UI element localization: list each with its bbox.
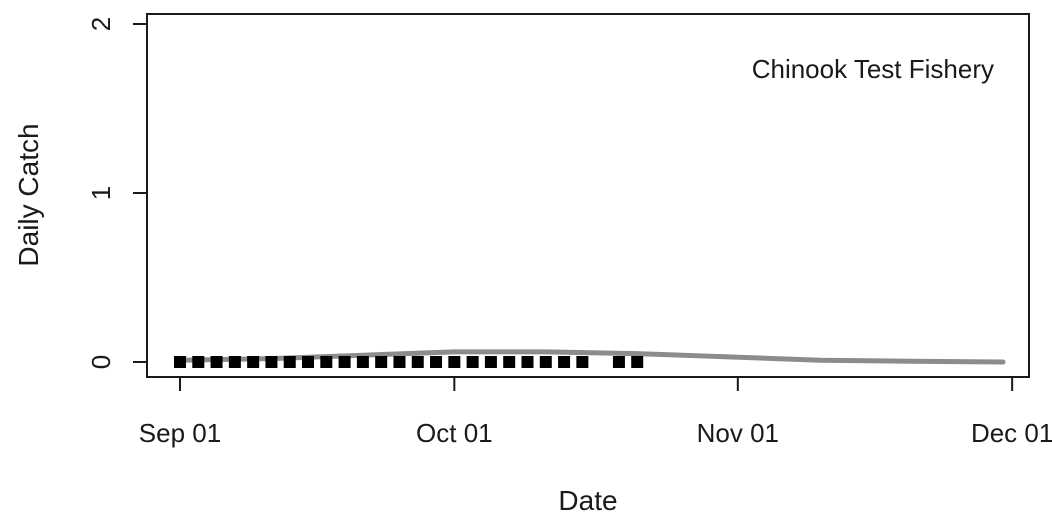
data-point <box>338 356 351 368</box>
data-point <box>265 356 278 368</box>
x-axis-title: Date <box>558 485 617 516</box>
x-tick-label: Nov 01 <box>697 418 779 448</box>
data-point <box>174 356 186 368</box>
x-tick-label: Oct 01 <box>416 418 493 448</box>
data-point <box>539 356 552 368</box>
x-tick-label: Dec 01 <box>971 418 1052 448</box>
data-point <box>631 356 644 368</box>
data-point <box>466 356 479 368</box>
point-series-layer <box>174 356 644 368</box>
data-point <box>430 356 443 368</box>
y-axis-title: Daily Catch <box>13 123 44 266</box>
data-point <box>503 356 516 368</box>
x-tick-label: Sep 01 <box>139 418 221 448</box>
y-tick-label: 0 <box>86 355 116 369</box>
data-point <box>448 356 461 368</box>
data-point <box>375 356 388 368</box>
chart-annotation: Chinook Test Fishery <box>752 54 994 84</box>
data-point <box>228 356 241 368</box>
data-point <box>210 356 223 368</box>
data-point <box>320 356 333 368</box>
data-point <box>484 356 497 368</box>
line-series-layer <box>177 349 1006 365</box>
data-point <box>192 356 205 368</box>
data-point <box>558 356 571 368</box>
y-tick-label: 1 <box>86 186 116 200</box>
data-point <box>411 356 424 368</box>
trend-line <box>177 349 1006 365</box>
data-point <box>247 356 260 368</box>
data-point <box>612 356 625 368</box>
data-point <box>521 356 534 368</box>
y-tick-label: 2 <box>86 17 116 31</box>
data-point <box>302 356 315 368</box>
data-point <box>393 356 406 368</box>
y-axis: 0 1 2 <box>86 17 148 369</box>
data-point <box>283 356 296 368</box>
data-point <box>576 356 589 368</box>
data-point <box>356 356 369 368</box>
x-axis: Sep 01 Oct 01 Nov 01 Dec 01 <box>139 376 1052 448</box>
